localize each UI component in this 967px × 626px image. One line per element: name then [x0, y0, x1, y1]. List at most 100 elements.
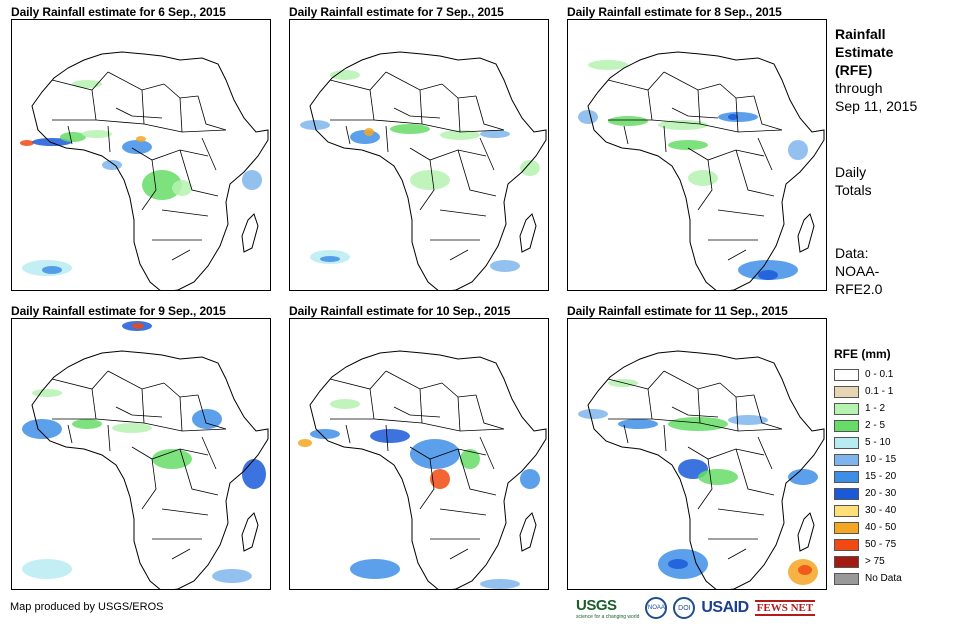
country-border — [697, 159, 713, 211]
rainfall-map — [11, 19, 271, 291]
rainfall-patch — [364, 128, 374, 136]
country-border — [201, 137, 217, 171]
country-border — [457, 448, 497, 496]
country-border — [439, 209, 487, 217]
rainfall-patch — [520, 469, 540, 489]
usgs-tagline: science for a changing world — [576, 613, 640, 620]
country-border — [419, 159, 435, 211]
legend-label: 2 - 5 — [865, 420, 886, 431]
panel-title: Daily Rainfall estimate for 10 Sep., 201… — [289, 304, 511, 318]
legend-swatch — [834, 453, 859, 466]
country-border — [409, 446, 487, 460]
panel-title: Daily Rainfall estimate for 6 Sep., 2015 — [11, 5, 226, 19]
rainfall-patch — [212, 569, 252, 583]
country-border — [385, 370, 443, 390]
country-border — [623, 424, 629, 444]
country-border — [161, 209, 209, 217]
rainfall-patch — [136, 136, 146, 142]
legend-label: 0.1 - 1 — [865, 386, 894, 397]
country-border — [131, 446, 209, 460]
coastline — [309, 51, 547, 290]
coastline — [587, 51, 825, 290]
country-border — [457, 149, 497, 197]
country-border — [171, 249, 191, 261]
sidebar-title-line: (RFE) — [835, 62, 873, 78]
sidebar-totals: Daily Totals — [835, 163, 872, 199]
country-border — [687, 446, 765, 460]
country-border — [163, 382, 199, 398]
legend-items: 0 - 0.1 0.1 - 1 1 - 2 2 - 5 5 - 10 10 - 15 15 … — [834, 366, 902, 587]
country-border — [67, 424, 73, 444]
country-border — [697, 458, 713, 510]
rainfall-patch — [788, 469, 818, 485]
country-border — [757, 436, 773, 470]
rainfall-patch — [242, 170, 262, 190]
country-border — [51, 370, 109, 390]
coastline — [797, 512, 815, 552]
country-border — [345, 424, 351, 444]
legend-label: 20 - 30 — [865, 488, 897, 499]
country-border — [329, 370, 387, 390]
legend-label: 5 - 10 — [865, 437, 891, 448]
country-border — [717, 209, 765, 217]
rainfall-patch — [758, 270, 778, 280]
country-border — [369, 89, 375, 121]
legend-label: 15 - 20 — [865, 471, 897, 482]
rainfall-map — [11, 318, 271, 590]
rainfall-patch — [698, 469, 738, 485]
panel-title: Daily Rainfall estimate for 9 Sep., 2015 — [11, 304, 226, 318]
rainfall-patch — [578, 110, 598, 124]
legend-title: RFE (mm) — [834, 347, 891, 361]
rainfall-patch — [330, 70, 360, 80]
country-border — [67, 125, 73, 145]
africa-map-graphic — [22, 321, 269, 589]
coastline — [31, 350, 269, 589]
usgs-logo: USGS science for a changing world — [576, 597, 639, 620]
country-border — [330, 119, 505, 133]
coastline — [519, 213, 537, 253]
legend-swatch — [834, 470, 859, 483]
legend-item: 50 - 75 — [834, 536, 902, 553]
legend-swatch — [834, 572, 859, 585]
country-border — [201, 436, 217, 470]
legend-swatch — [834, 504, 859, 517]
country-border — [608, 418, 783, 432]
rainfall-patch — [728, 415, 768, 425]
rainfall-patch — [42, 266, 62, 274]
rainfall-patch — [32, 389, 62, 397]
rainfall-patch — [618, 419, 658, 429]
country-border — [171, 548, 191, 560]
legend-label: No Data — [865, 573, 902, 584]
legend-label: > 75 — [865, 556, 885, 567]
rainfall-patch — [430, 469, 450, 489]
country-border — [687, 147, 765, 161]
usaid-logo: USAID — [701, 599, 749, 616]
legend: RFE (mm) 0 - 0.1 0.1 - 1 1 - 2 2 - 5 5 - 10 1… — [834, 347, 902, 587]
country-border — [141, 89, 145, 125]
country-border — [91, 89, 97, 121]
country-border — [607, 71, 665, 91]
sidebar-data-source: Data: NOAA- RFE2.0 — [835, 244, 882, 298]
rainfall-patch — [410, 439, 460, 469]
country-border — [141, 388, 145, 424]
country-border — [479, 436, 495, 470]
country-border — [393, 406, 441, 418]
sidebar-data-line: RFE2.0 — [835, 281, 883, 297]
coastline — [241, 512, 259, 552]
rainfall-patch — [72, 419, 102, 429]
country-border — [735, 149, 775, 197]
country-border — [727, 249, 747, 261]
country-border — [449, 548, 469, 560]
country-border — [179, 396, 183, 432]
rainfall-patch — [460, 449, 480, 469]
legend-swatch — [834, 436, 859, 449]
country-border — [141, 159, 157, 211]
rainfall-patch — [668, 417, 728, 431]
country-border — [479, 137, 495, 171]
rainfall-patch — [32, 138, 72, 146]
country-border — [735, 448, 775, 496]
country-border — [441, 382, 477, 398]
legend-label: 40 - 50 — [865, 522, 897, 533]
rainfall-patch — [298, 439, 312, 447]
legend-swatch — [834, 385, 859, 398]
